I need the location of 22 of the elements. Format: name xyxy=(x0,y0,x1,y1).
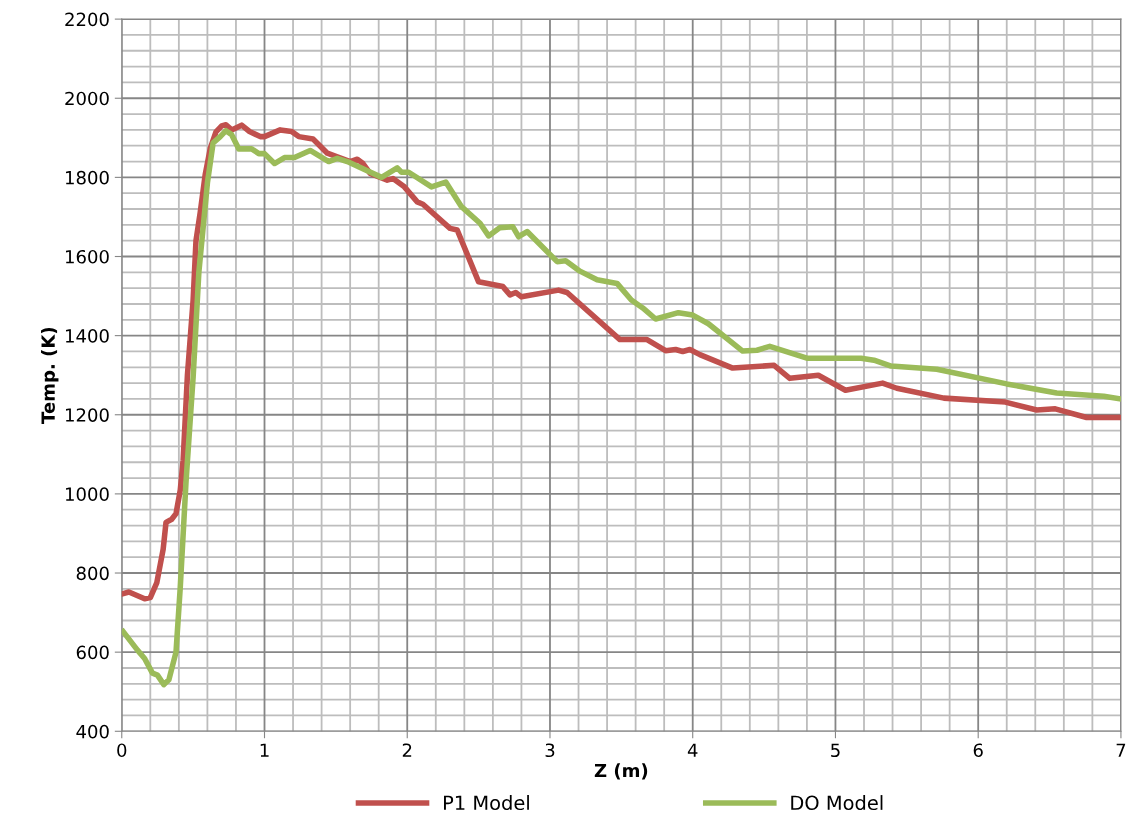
x-tick-label: 2 xyxy=(402,743,412,757)
legend-label: P1 Model xyxy=(444,795,529,811)
legend-label: DO Model xyxy=(791,795,883,811)
y-tick-label: 1400 xyxy=(65,329,109,343)
x-tick-label: 6 xyxy=(973,743,983,758)
x-axis-title: Z (m) xyxy=(594,763,648,780)
y-tick-label: 1000 xyxy=(65,487,109,502)
y-tick-label: 2000 xyxy=(65,91,109,106)
y-tick-label: 1600 xyxy=(65,249,109,264)
x-tick-label: 3 xyxy=(545,743,555,758)
y-tick-label: 2200 xyxy=(65,12,109,27)
x-tick-label: 0 xyxy=(117,743,127,758)
x-tick-label: 4 xyxy=(687,743,698,757)
y-tick-label: 400 xyxy=(76,724,109,739)
y-tick-label: 800 xyxy=(76,566,109,581)
y-tick-label: 1200 xyxy=(65,408,109,422)
y-axis-title: Temp. (K) xyxy=(41,327,59,424)
x-tick-label: 1 xyxy=(260,743,269,757)
y-tick-label: 1800 xyxy=(65,170,109,185)
x-tick-label: 7 xyxy=(1116,743,1126,757)
x-tick-label: 5 xyxy=(831,743,840,758)
y-tick-label: 600 xyxy=(76,645,109,660)
